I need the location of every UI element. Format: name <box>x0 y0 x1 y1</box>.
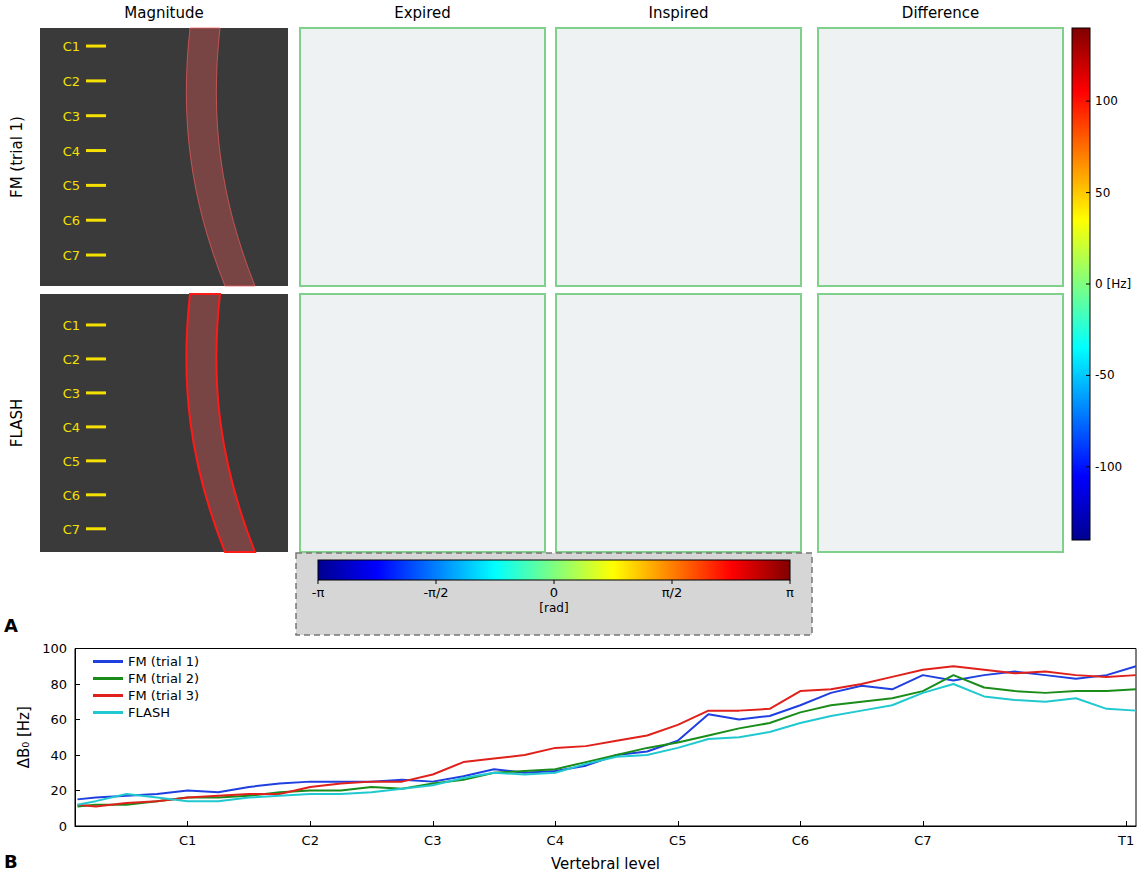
svg-text:FM (trial 1): FM (trial 1) <box>128 654 199 669</box>
svg-text:0 [Hz]: 0 [Hz] <box>1095 277 1131 291</box>
svg-text:80: 80 <box>50 677 67 692</box>
svg-text:Expired: Expired <box>394 4 451 22</box>
svg-text:C3: C3 <box>63 109 80 124</box>
svg-text:C2: C2 <box>302 833 319 848</box>
svg-text:C2: C2 <box>63 352 80 367</box>
svg-text:C1: C1 <box>179 833 196 848</box>
svg-text:-π: -π <box>312 585 325 600</box>
svg-text:C3: C3 <box>424 833 441 848</box>
svg-text:A: A <box>4 615 18 636</box>
svg-text:100: 100 <box>42 642 67 656</box>
svg-text:C1: C1 <box>63 39 80 54</box>
svg-text:C4: C4 <box>547 833 564 848</box>
svg-text:40: 40 <box>50 748 67 763</box>
svg-text:Vertebral level: Vertebral level <box>551 855 660 873</box>
svg-text:100: 100 <box>1095 94 1118 108</box>
svg-text:FM (trial 2): FM (trial 2) <box>128 671 199 686</box>
svg-text:C7: C7 <box>63 248 80 263</box>
svg-text:FM (trial 1): FM (trial 1) <box>8 116 26 198</box>
svg-text:C5: C5 <box>63 178 80 193</box>
svg-text:C3: C3 <box>63 386 80 401</box>
svg-text:C5: C5 <box>669 833 686 848</box>
svg-text:0: 0 <box>59 819 67 834</box>
svg-text:C6: C6 <box>792 833 809 848</box>
svg-text:Magnitude: Magnitude <box>124 4 203 22</box>
svg-text:FLASH: FLASH <box>8 399 26 447</box>
svg-text:C1: C1 <box>63 318 80 333</box>
svg-text:C7: C7 <box>63 522 80 537</box>
svg-text:π/2: π/2 <box>662 585 682 600</box>
svg-text:Difference: Difference <box>902 4 979 22</box>
svg-text:T1: T1 <box>1117 833 1134 848</box>
svg-text:C7: C7 <box>914 833 931 848</box>
svg-text:C5: C5 <box>63 454 80 469</box>
svg-text:[rad]: [rad] <box>539 601 568 615</box>
svg-text:C4: C4 <box>63 420 80 435</box>
svg-text:C6: C6 <box>63 488 80 503</box>
svg-text:C4: C4 <box>63 144 80 159</box>
svg-text:20: 20 <box>50 783 67 798</box>
svg-text:0: 0 <box>550 585 558 600</box>
svg-text:-π/2: -π/2 <box>423 585 448 600</box>
svg-text:-100: -100 <box>1095 460 1122 474</box>
svg-text:Inspired: Inspired <box>648 4 708 22</box>
svg-text:π: π <box>786 585 794 600</box>
svg-text:-50: -50 <box>1095 368 1115 382</box>
svg-text:C6: C6 <box>63 213 80 228</box>
svg-text:50: 50 <box>1095 186 1110 200</box>
svg-text:C2: C2 <box>63 74 80 89</box>
svg-text:B: B <box>4 851 18 872</box>
svg-text:FM (trial 3): FM (trial 3) <box>128 688 199 703</box>
svg-text:FLASH: FLASH <box>128 705 170 720</box>
svg-text:ΔB₀ [Hz]: ΔB₀ [Hz] <box>15 706 33 768</box>
svg-text:60: 60 <box>50 712 67 727</box>
